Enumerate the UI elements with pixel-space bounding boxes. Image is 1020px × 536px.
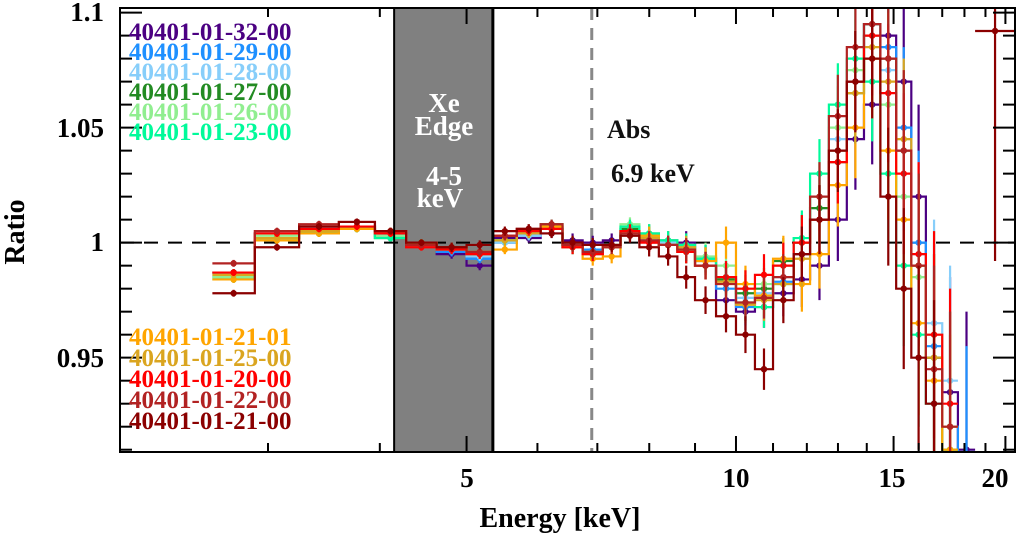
data-point <box>273 227 281 235</box>
legend-entry: 40401-01-20-00 <box>129 366 291 393</box>
step-line <box>212 29 1015 405</box>
x-tick-label-5: 5 <box>460 463 474 493</box>
data-point <box>834 147 842 154</box>
data-point <box>273 234 281 242</box>
y-tick-label-1: 1 <box>91 227 105 257</box>
data-point <box>885 55 892 62</box>
data-point <box>387 227 394 235</box>
data-point <box>626 232 634 239</box>
legend-entry: 40401-01-21-00 <box>129 408 291 435</box>
data-point <box>742 299 749 306</box>
series-40401-01-21-00 <box>212 8 1015 452</box>
data-point <box>569 239 576 246</box>
data-point <box>230 260 237 267</box>
y-tick-label-1.05: 1.05 <box>57 113 104 143</box>
data-point <box>780 296 787 304</box>
data-point <box>900 147 907 154</box>
data-point <box>230 269 237 276</box>
data-point <box>852 78 859 85</box>
data-point <box>589 241 596 249</box>
data-point <box>353 223 361 230</box>
abs-label: Abs <box>607 115 650 144</box>
plot-frame <box>119 7 1016 453</box>
data-point <box>915 354 922 361</box>
axis-ticks <box>120 8 1015 452</box>
data-point <box>476 241 483 249</box>
data-point <box>946 423 954 430</box>
data-point <box>645 244 653 251</box>
data-point <box>608 241 615 249</box>
series-40401-01-29-00 <box>212 8 976 452</box>
data-point <box>387 234 394 242</box>
xe-edge-band <box>394 8 493 452</box>
band-label-edge: Edge <box>415 111 474 141</box>
data-point <box>664 253 672 260</box>
y-tick-label-1.1: 1.1 <box>70 0 104 27</box>
x-tick-label-10: 10 <box>723 463 750 493</box>
abs-energy-label: 6.9 keV <box>611 159 695 188</box>
data-point <box>353 218 361 226</box>
data-point <box>476 262 483 269</box>
x-tick-label-15: 15 <box>879 463 906 493</box>
data-point <box>798 250 806 258</box>
x-tick-label-20: 20 <box>982 463 1009 493</box>
legend-entry: 40401-01-23-00 <box>129 119 291 146</box>
legend-entry: 40401-01-25-00 <box>129 345 291 372</box>
data-point <box>760 294 768 302</box>
data-point <box>315 223 323 230</box>
band-label-xe: Xe <box>428 88 459 118</box>
x-axis-label: Energy [keV] <box>480 503 641 534</box>
band-label-range: 4-5 <box>426 161 462 191</box>
data-point <box>501 246 509 253</box>
data-point <box>273 244 281 251</box>
data-point <box>722 313 730 320</box>
data-point <box>525 225 532 233</box>
data-point <box>868 55 876 62</box>
data-point <box>780 273 787 281</box>
series-40401-01-22-00 <box>212 8 958 452</box>
data-point <box>760 271 768 279</box>
legend: 40401-01-32-0040401-01-29-0040401-01-28-… <box>129 19 291 435</box>
data-point <box>930 400 938 407</box>
data-point <box>816 216 823 223</box>
data-point <box>682 273 690 281</box>
data-point <box>900 285 907 292</box>
data-point <box>448 244 455 251</box>
data-point <box>230 290 237 297</box>
legend-entry: 40401-01-32-00 <box>129 19 291 46</box>
data-point <box>608 253 615 260</box>
legend-entry: 40401-01-28-00 <box>129 59 291 86</box>
data-point <box>722 239 730 246</box>
legend-entry: 40401-01-26-00 <box>129 99 291 126</box>
legend-entry: 40401-01-22-00 <box>129 387 291 414</box>
data-point <box>664 241 672 249</box>
data-point <box>682 246 690 253</box>
legend-entry: 40401-01-29-00 <box>129 39 291 66</box>
data-point <box>742 331 749 338</box>
data-point <box>548 230 555 237</box>
data-point <box>722 280 730 288</box>
series-layer <box>212 8 1015 452</box>
data-point <box>991 27 999 35</box>
data-point <box>230 276 237 283</box>
data-point <box>501 227 509 235</box>
data-point <box>702 296 709 304</box>
data-point <box>548 221 555 228</box>
data-point <box>418 239 425 246</box>
data-point <box>760 365 768 373</box>
legend-entry: 40401-01-21-01 <box>129 324 291 351</box>
data-point <box>476 248 483 256</box>
band-label-kev: keV <box>417 183 464 213</box>
y-axis-label: Ratio <box>0 199 31 264</box>
legend-entry: 40401-01-27-00 <box>129 79 291 106</box>
y-tick-label-0.95: 0.95 <box>57 343 104 373</box>
data-point <box>885 193 892 200</box>
data-point <box>702 262 709 269</box>
